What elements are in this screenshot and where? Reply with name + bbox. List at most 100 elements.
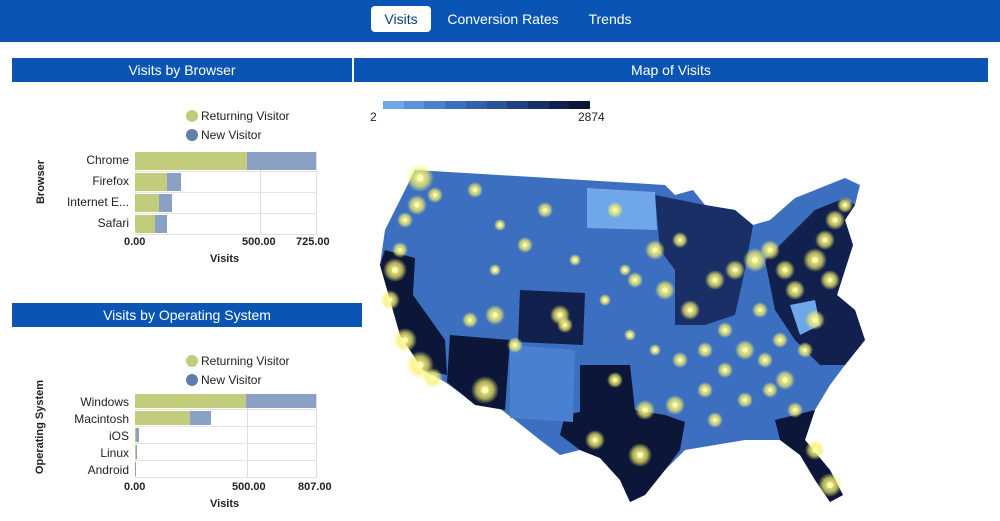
category-label: Macintosh xyxy=(74,412,129,426)
tab-visits[interactable]: Visits xyxy=(371,6,431,32)
visit-dot xyxy=(712,277,718,283)
bar-new[interactable] xyxy=(189,411,212,425)
returning-legend-swatch xyxy=(186,110,198,122)
us-map[interactable] xyxy=(375,150,940,510)
row-gridline xyxy=(135,460,316,461)
visit-dot xyxy=(403,218,407,222)
visit-dot xyxy=(703,388,707,392)
visit-dot xyxy=(416,361,424,369)
visit-dot xyxy=(803,348,807,352)
browser-legend-returning: Returning Visitor xyxy=(186,109,290,123)
scale-swatch xyxy=(527,101,549,109)
scale-swatch xyxy=(383,101,404,109)
visit-dot xyxy=(767,247,773,253)
visit-dot xyxy=(613,208,617,212)
tab-trends[interactable]: Trends xyxy=(588,11,632,27)
category-label: Chrome xyxy=(86,153,129,167)
os-y-axis-title: Operating System xyxy=(34,379,46,475)
gridline xyxy=(316,151,317,235)
browser-tick-0: 0.00 xyxy=(124,236,146,248)
bar-returning[interactable] xyxy=(135,152,248,170)
visit-dot xyxy=(812,317,818,323)
bar-new[interactable] xyxy=(246,394,316,408)
visit-dot xyxy=(613,378,617,382)
browser-x-axis-title: Visits xyxy=(210,253,240,265)
os-x-axis-title: Visits xyxy=(210,498,240,510)
browser-tick-max: 725.00 xyxy=(296,236,330,248)
bar-new[interactable] xyxy=(136,428,140,442)
bar-returning[interactable] xyxy=(135,445,136,459)
category-label: Android xyxy=(87,463,129,477)
bar-new[interactable] xyxy=(247,152,316,170)
row-gridline xyxy=(135,426,316,427)
map-scale-min: 2 xyxy=(370,110,377,124)
visit-dot xyxy=(637,452,643,458)
row-gridline xyxy=(135,409,316,410)
visit-dot xyxy=(468,318,472,322)
visit-dot xyxy=(543,208,547,212)
bar-new[interactable] xyxy=(167,173,182,191)
bar-returning[interactable] xyxy=(135,194,159,212)
visit-dot xyxy=(416,174,424,182)
legend-label: Returning Visitor xyxy=(201,109,290,123)
visit-dot xyxy=(513,343,517,347)
map-scale-max: 2874 xyxy=(578,110,605,124)
visit-dot xyxy=(678,238,682,242)
row-gridline xyxy=(135,477,316,478)
visit-dot xyxy=(652,247,658,253)
visit-dot xyxy=(498,223,502,227)
category-label: Firefox xyxy=(92,174,129,188)
gridline xyxy=(259,151,261,235)
legend-label: New Visitor xyxy=(201,373,262,387)
bar-returning[interactable] xyxy=(135,215,155,233)
scale-swatch xyxy=(486,101,508,109)
scale-swatch xyxy=(507,101,528,109)
visit-dot xyxy=(387,297,393,303)
bar-returning[interactable] xyxy=(135,394,247,408)
visit-dot xyxy=(398,248,402,252)
visit-dot xyxy=(792,287,798,293)
visit-dot xyxy=(481,386,489,394)
bar-new[interactable] xyxy=(135,462,137,476)
browser-tick-500: 500.00 xyxy=(242,236,276,248)
bar-new[interactable] xyxy=(135,445,138,459)
bar-returning[interactable] xyxy=(135,411,190,425)
visit-dot xyxy=(430,375,436,381)
visit-dot xyxy=(573,258,577,262)
category-label: Linux xyxy=(100,446,129,460)
os-tick-500: 500.00 xyxy=(232,481,266,493)
visit-dot xyxy=(763,358,767,362)
os-tick-0: 0.00 xyxy=(124,481,146,493)
bar-returning[interactable] xyxy=(135,173,168,191)
visit-dot xyxy=(557,312,563,318)
scale-swatch xyxy=(445,101,466,109)
gridline xyxy=(316,393,317,478)
top-nav-bar: Visits Conversion Rates Trends xyxy=(0,0,1000,42)
bar-new[interactable] xyxy=(158,194,173,212)
visit-dot xyxy=(433,193,437,197)
visit-dot xyxy=(827,277,833,283)
category-label: Windows xyxy=(80,395,129,409)
browser-legend-new: New Visitor xyxy=(186,128,261,142)
row-gridline xyxy=(135,213,316,214)
region-new-mexico xyxy=(510,345,575,422)
category-label: Internet E... xyxy=(66,195,129,209)
os-tick-max: 807.00 xyxy=(298,481,332,493)
tab-conversion-rates[interactable]: Conversion Rates xyxy=(447,11,559,27)
bar-returning[interactable] xyxy=(135,428,137,442)
scale-swatch xyxy=(424,101,446,109)
visit-dot xyxy=(523,243,527,247)
os-legend-new: New Visitor xyxy=(186,373,261,387)
row-gridline xyxy=(135,234,316,235)
visit-dot xyxy=(678,358,682,362)
visit-dot xyxy=(628,333,632,337)
visit-dot xyxy=(742,347,748,353)
visit-dot xyxy=(732,267,738,273)
visit-dot xyxy=(743,398,747,402)
visit-dot xyxy=(782,267,788,273)
map-panel-title: Map of Visits xyxy=(354,58,988,82)
visit-dot xyxy=(687,307,693,313)
visit-dot xyxy=(778,338,782,342)
bar-new[interactable] xyxy=(154,215,168,233)
visit-dot xyxy=(642,407,648,413)
